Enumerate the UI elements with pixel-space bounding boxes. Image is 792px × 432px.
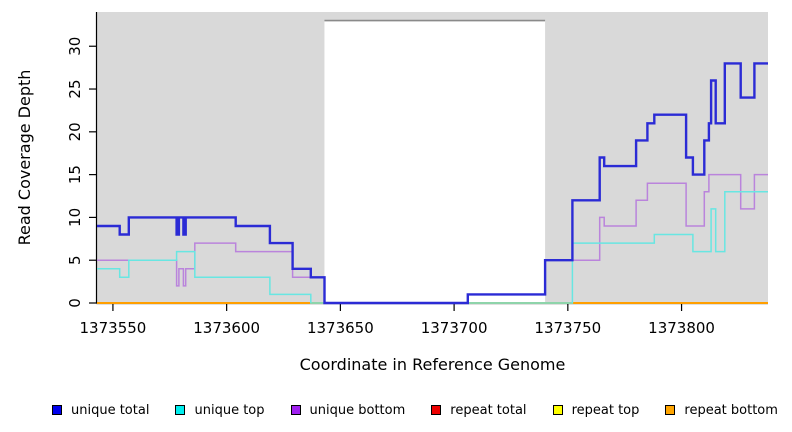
y-tick-label: 0 xyxy=(66,298,84,308)
legend-item-repeat-total: repeat total xyxy=(431,402,527,418)
legend-label: unique bottom xyxy=(309,402,406,418)
legend-label: repeat bottom xyxy=(684,402,778,418)
y-tick-label: 5 xyxy=(66,255,84,265)
legend-item-unique-top: unique top xyxy=(175,402,265,418)
legend-swatch-repeat-top xyxy=(552,405,563,415)
chart-canvas: 1373550 1373600 1373650 1373700 1373750 13738… xyxy=(15,12,768,374)
y-tick-label: 25 xyxy=(66,79,84,98)
masked-region xyxy=(324,20,546,303)
x-tick-label: 1373600 xyxy=(193,319,260,337)
legend-swatch-unique-bottom xyxy=(290,405,301,415)
x-tick-label: 1373650 xyxy=(307,319,374,337)
y-axis-title: Read Coverage Depth xyxy=(15,70,34,246)
legend-label: repeat total xyxy=(450,402,527,418)
x-axis-title: Coordinate in Reference Genome xyxy=(300,355,566,374)
x-tick-label: 1373800 xyxy=(648,319,715,337)
legend-swatch-unique-top xyxy=(175,405,186,415)
x-tick-label: 1373550 xyxy=(80,319,147,337)
y-tick-label: 10 xyxy=(66,208,84,227)
legend-label: unique top xyxy=(194,402,265,418)
x-tick-label: 1373750 xyxy=(534,319,601,337)
x-tick-label: 1373700 xyxy=(421,319,488,337)
y-tick-label: 20 xyxy=(66,122,84,141)
chart-legend: unique total unique top unique bottom repea… xyxy=(0,396,792,424)
legend-label: unique total xyxy=(71,402,150,418)
y-tick-label: 15 xyxy=(66,165,84,184)
legend-item-repeat-bottom: repeat bottom xyxy=(665,403,778,418)
series-unique-total xyxy=(97,62,768,305)
legend-swatch-unique-total xyxy=(52,405,62,415)
legend-swatch-repeat-bottom xyxy=(665,405,676,415)
legend-item-repeat-top: repeat top xyxy=(552,402,640,418)
legend-item-unique-bottom: unique bottom xyxy=(290,402,406,418)
legend-swatch-repeat-total xyxy=(431,405,442,415)
legend-item-unique-total: unique total xyxy=(52,403,149,418)
y-tick-label: 30 xyxy=(66,37,84,56)
legend-label: repeat top xyxy=(571,402,640,418)
